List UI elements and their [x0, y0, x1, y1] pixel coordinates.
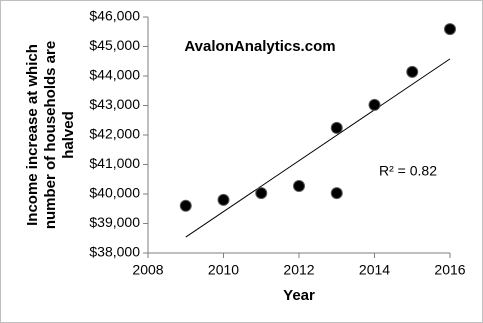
y-tick-label: $45,000: [89, 37, 140, 53]
data-point: [406, 65, 419, 78]
y-axis-title-line: number of households are: [42, 41, 59, 229]
y-tick-label: $42,000: [89, 126, 140, 142]
y-tick-label: $46,000: [89, 8, 140, 24]
y-axis-title-line: Income increase at which: [24, 44, 41, 226]
x-tick-label: 2014: [359, 262, 390, 278]
data-point: [217, 193, 230, 206]
y-tick-label: $44,000: [89, 67, 140, 83]
x-axis-title: Year: [283, 287, 315, 304]
y-axis-title-line: halved: [60, 111, 77, 159]
y-tick-label: $39,000: [89, 214, 140, 230]
data-point: [444, 23, 456, 36]
x-tick-label: 2012: [283, 262, 314, 278]
data-point: [255, 187, 268, 200]
x-tick-label: 2010: [208, 262, 239, 278]
data-point: [293, 180, 305, 193]
data-point: [330, 187, 343, 200]
watermark: AvalonAnalytics.com: [184, 38, 335, 55]
y-tick-label: $43,000: [89, 96, 140, 112]
y-tick-label: $38,000: [89, 244, 140, 260]
x-tick-label: 2016: [434, 262, 465, 278]
data-point: [330, 121, 343, 134]
x-tick-label: 2008: [132, 262, 163, 278]
data-point: [179, 199, 192, 212]
y-tick-label: $40,000: [89, 185, 140, 201]
y-tick-label: $41,000: [89, 155, 140, 171]
data-point: [368, 98, 381, 111]
r-squared: R² = 0.82: [379, 163, 437, 179]
y-axis-title: Income increase at which number of house…: [24, 41, 77, 229]
trendline: [185, 58, 451, 238]
